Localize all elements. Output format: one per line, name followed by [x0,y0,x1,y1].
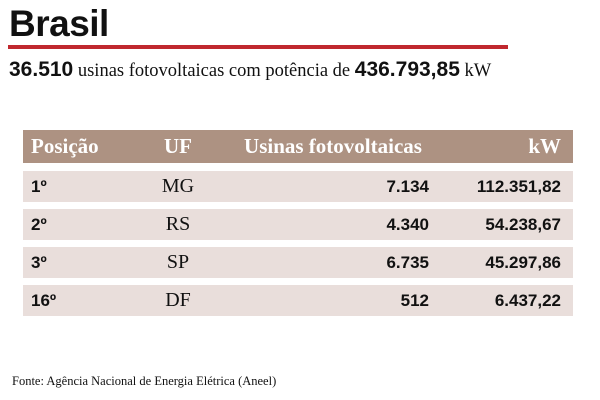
row-kw: 45.297,86 [485,252,561,272]
table-row: 2º RS 4.340 54.238,67 [23,209,573,240]
header-plants: Usinas fotovoltaicas [244,134,422,158]
page-title: Brasil [9,3,109,44]
plants-count: 36.510 [9,58,74,81]
header-position: Posição [31,134,99,158]
header-uf: UF [164,134,192,158]
row-uf: SP [166,251,190,273]
source-note: Fonte: Agência Nacional de Energia Elétr… [12,374,277,388]
row-kw: 112.351,82 [476,176,561,196]
ranking-table: Posição UF Usinas fotovoltaicas kW 1º MG… [23,130,573,323]
row-position: 2º [31,214,47,234]
row-plants: 6.735 [386,252,429,272]
row-kw: 54.238,67 [485,214,561,234]
table-row: 3º SP 6.735 45.297,86 [23,247,573,278]
row-kw: 6.437,22 [494,290,561,310]
row-position: 16º [31,290,57,310]
row-position: 1º [31,176,47,196]
row-uf: MG [161,175,195,197]
row-plants: 4.340 [386,214,429,234]
power-unit: kW [464,61,492,81]
row-plants: 512 [400,290,429,310]
summary-text: usinas fotovoltaicas com potência de [77,61,351,81]
summary-line: 36.510 usinas fotovoltaicas com potência… [9,56,491,85]
table-header: Posição UF Usinas fotovoltaicas kW [23,130,573,163]
table-row: 16º DF 512 6.437,22 [23,285,573,316]
row-plants: 7.134 [386,176,429,196]
header-kw: kW [528,134,561,158]
row-position: 3º [31,252,47,272]
row-uf: DF [165,289,191,311]
row-uf: RS [165,213,191,235]
title-divider [8,45,508,49]
table-row: 1º MG 7.134 112.351,82 [23,171,573,202]
power-total: 436.793,85 [354,58,460,81]
